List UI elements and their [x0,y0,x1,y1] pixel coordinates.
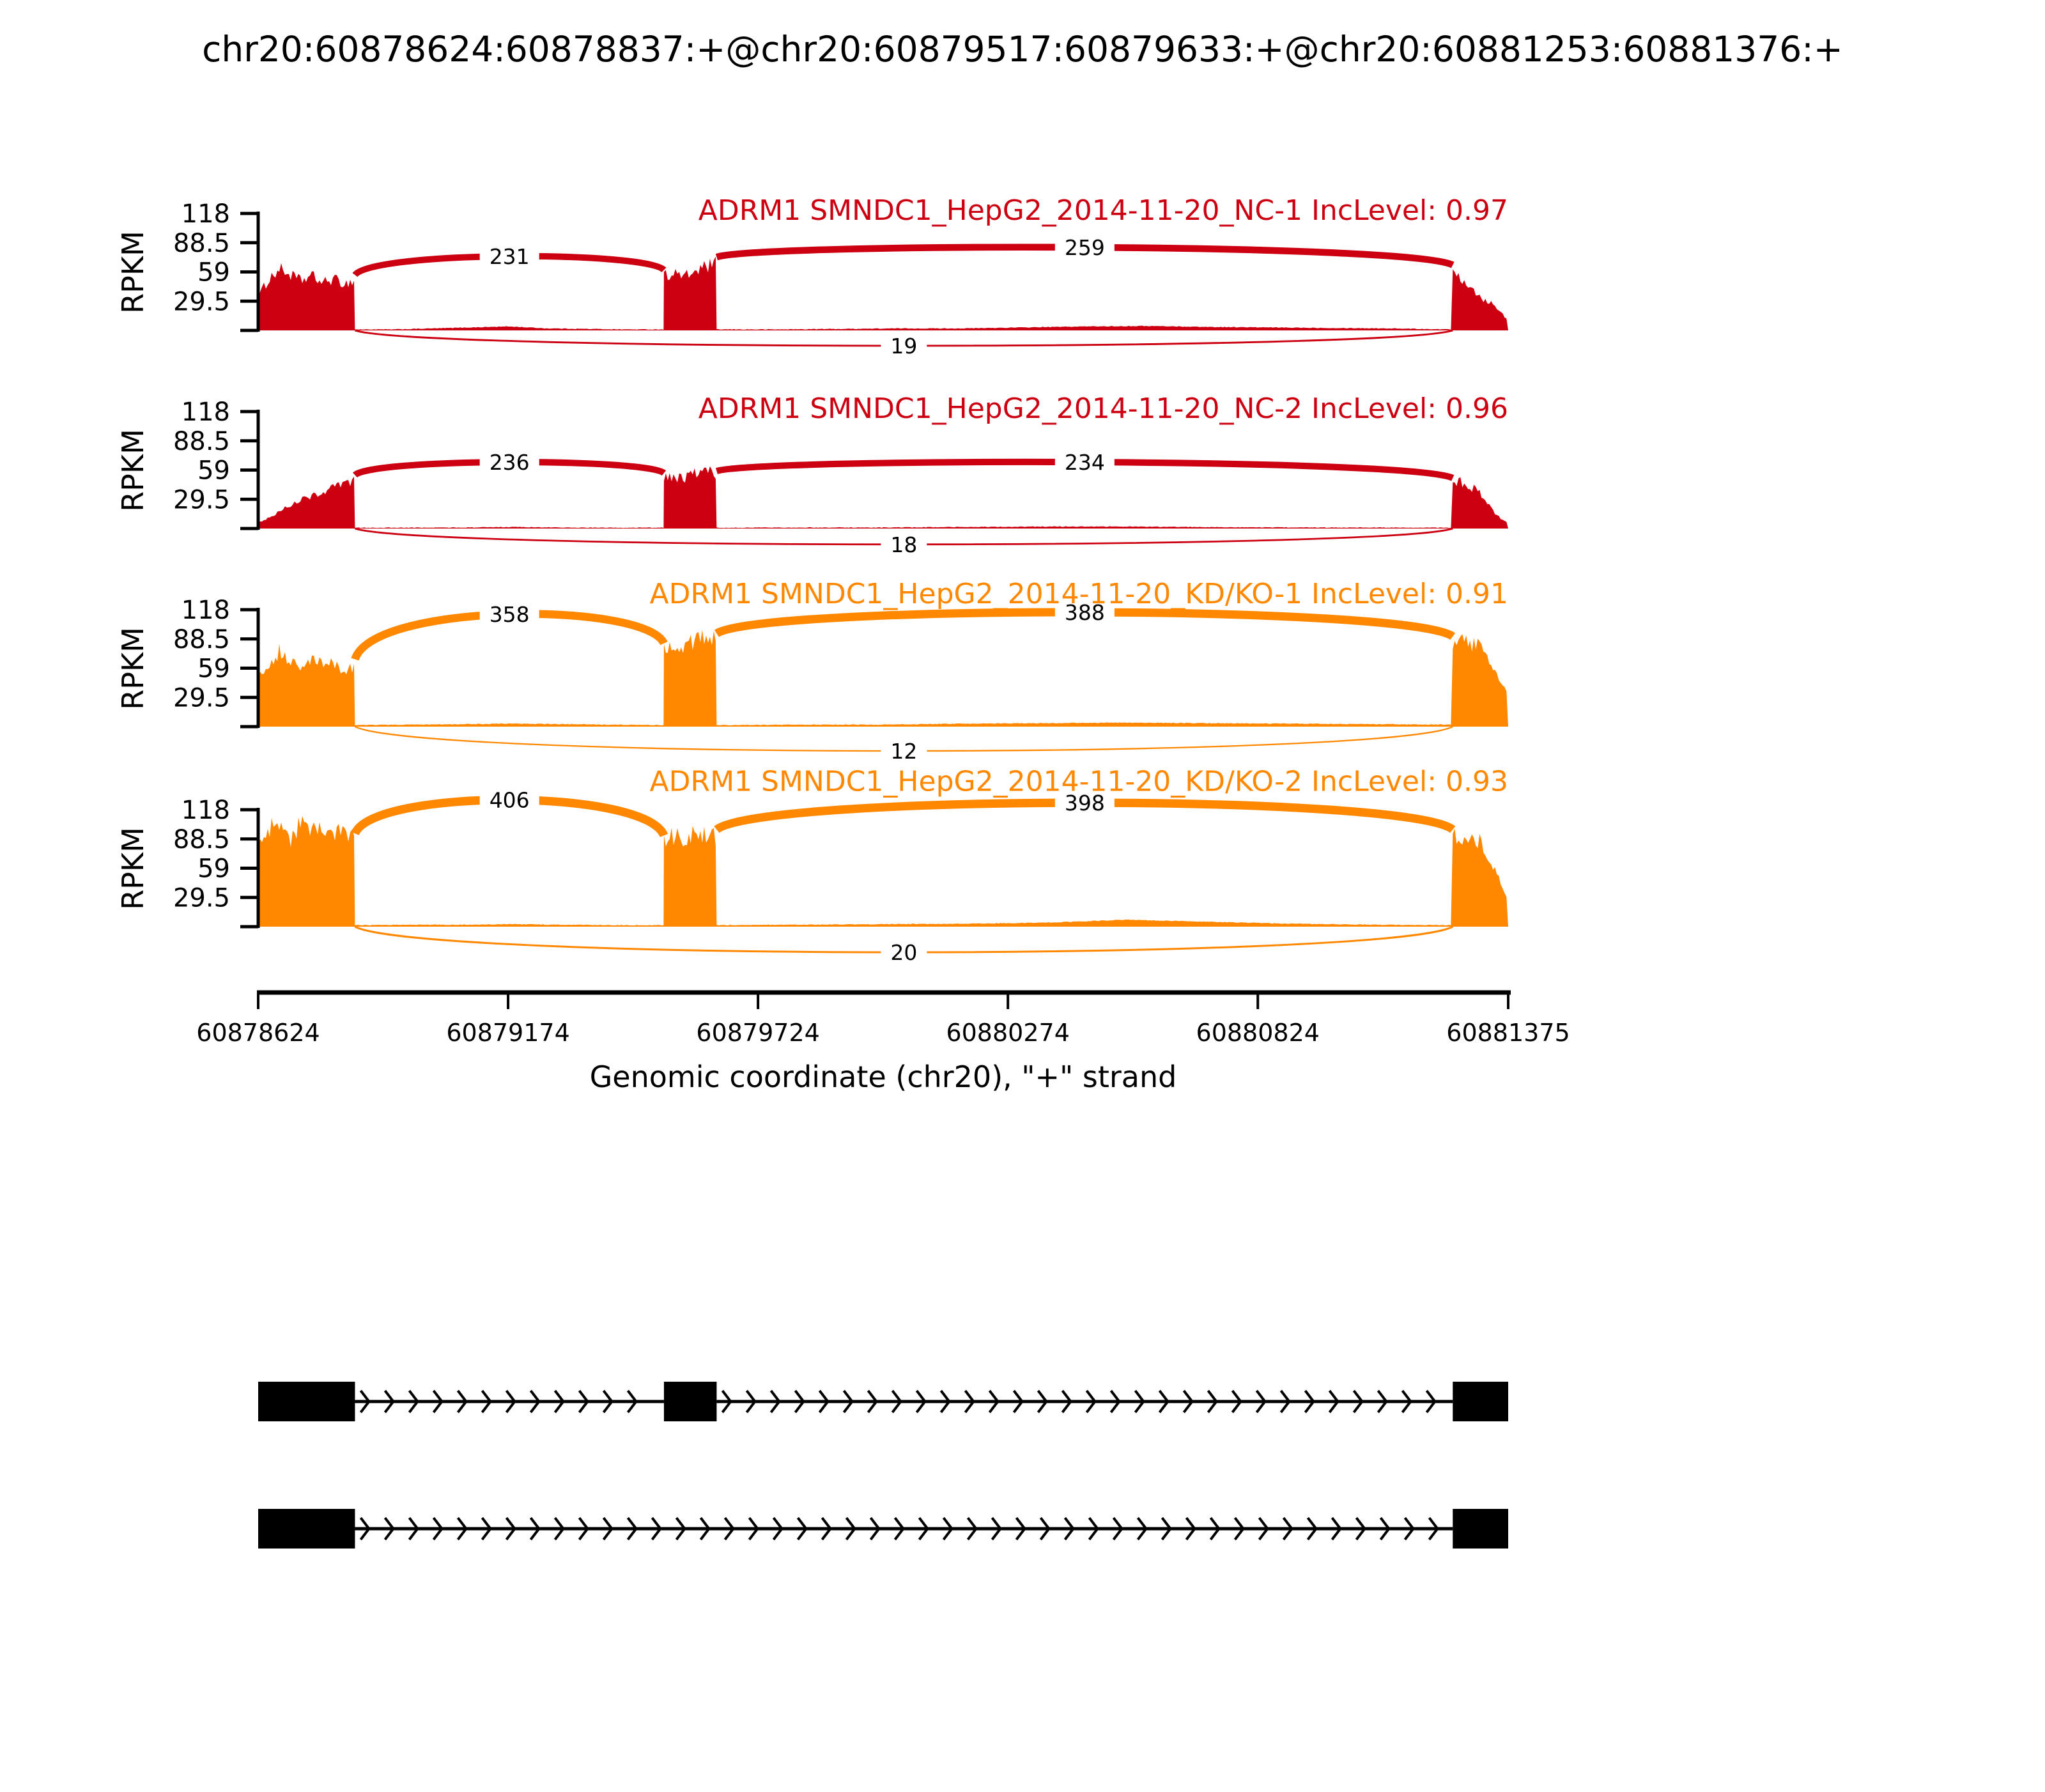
junction-read-count: 20 [890,940,917,965]
y-tick-label: 88.5 [173,625,230,654]
junction-label-gap [479,241,539,271]
junction-read-count: 234 [1065,450,1105,475]
track-title: ADRM1 SMNDC1_HepG2_2014-11-20_NC-1 IncLe… [698,194,1508,227]
y-tick-label: 118 [181,596,230,625]
junction-read-count: 398 [1065,791,1105,815]
x-tick-label: 60880274 [946,1019,1069,1047]
read-coverage-area [258,630,1508,727]
junction-read-count: 406 [490,787,530,812]
y-tick-label: 88.5 [173,427,230,456]
junction-read-count: 18 [890,532,917,557]
exon-box [258,1382,355,1421]
y-tick-label: 59 [197,456,230,486]
y-tick-label: 29.5 [173,683,230,713]
strand-direction-arrows-icon [721,1389,1436,1414]
exon-box [258,1509,355,1549]
strand-direction-arrows-icon [359,1389,638,1414]
y-tick-label: 88.5 [173,229,230,258]
junction-label-gap [479,447,539,477]
junction-read-count: 231 [490,244,530,269]
y-tick-label: 29.5 [173,485,230,514]
skipping-isoform [258,1509,1508,1549]
y-axis-title: RPKM [116,627,150,710]
junction-label-gap [881,331,927,361]
y-tick-label: 118 [181,796,230,825]
track-title: ADRM1 SMNDC1_HepG2_2014-11-20_NC-2 IncLe… [698,392,1508,425]
y-tick-label: 118 [181,199,230,229]
exon-box [1453,1382,1508,1421]
x-axis-title: Genomic coordinate (chr20), "+" strand [590,1060,1177,1094]
exon-box [1453,1509,1508,1549]
read-coverage-area [258,256,1508,330]
junction-label-gap [1054,598,1115,628]
junction-read-count: 388 [1065,600,1105,625]
junction-label-gap [1054,447,1115,477]
junction-label-gap [1054,788,1115,818]
x-tick-label: 60879724 [696,1019,819,1047]
y-tick-label: 59 [197,854,230,884]
junction-label-gap [881,938,927,968]
track-title: ADRM1 SMNDC1_HepG2_2014-11-20_KD/KO-2 In… [650,765,1508,798]
figure-title: chr20:60878624:60878837:+@chr20:60879517… [202,29,1843,70]
x-axis: 60878624 60879174 60879724 60880274 60880824… [196,990,1570,1094]
junction-label-gap [479,599,539,629]
y-tick-label: 88.5 [173,825,230,854]
y-tick-label: 29.5 [173,287,230,316]
junction-read-count: 236 [490,450,530,475]
junction-label-gap [479,785,539,815]
read-coverage-area [258,815,1508,927]
read-coverage-area [258,466,1508,529]
x-tick-label: 60881375 [1446,1019,1570,1047]
junction-label-gap [1054,233,1115,263]
junction-read-count: 12 [890,739,917,764]
y-tick-label: 59 [197,258,230,288]
x-tick-label: 60879174 [446,1019,569,1047]
y-axis-title: RPKM [116,827,150,910]
junction-read-count: 19 [890,334,917,359]
y-tick-label: 118 [181,398,230,427]
inclusion-isoform [258,1382,1508,1421]
junction-read-count: 358 [490,602,530,627]
x-tick-label: 60878624 [196,1019,320,1047]
x-tick-label: 60880824 [1196,1019,1320,1047]
strand-direction-arrows-icon [359,1517,1439,1541]
y-tick-label: 59 [197,654,230,684]
junction-read-count: 259 [1065,235,1105,260]
exon-box [663,1382,717,1421]
junction-label-gap [881,736,927,766]
track-title: ADRM1 SMNDC1_HepG2_2014-11-20_KD/KO-1 In… [650,578,1508,610]
gene-models [258,1382,1508,1549]
junction-label-gap [881,529,927,559]
y-tick-label: 29.5 [173,883,230,913]
y-axis-title: RPKM [116,231,150,314]
y-axis-title: RPKM [116,429,150,512]
